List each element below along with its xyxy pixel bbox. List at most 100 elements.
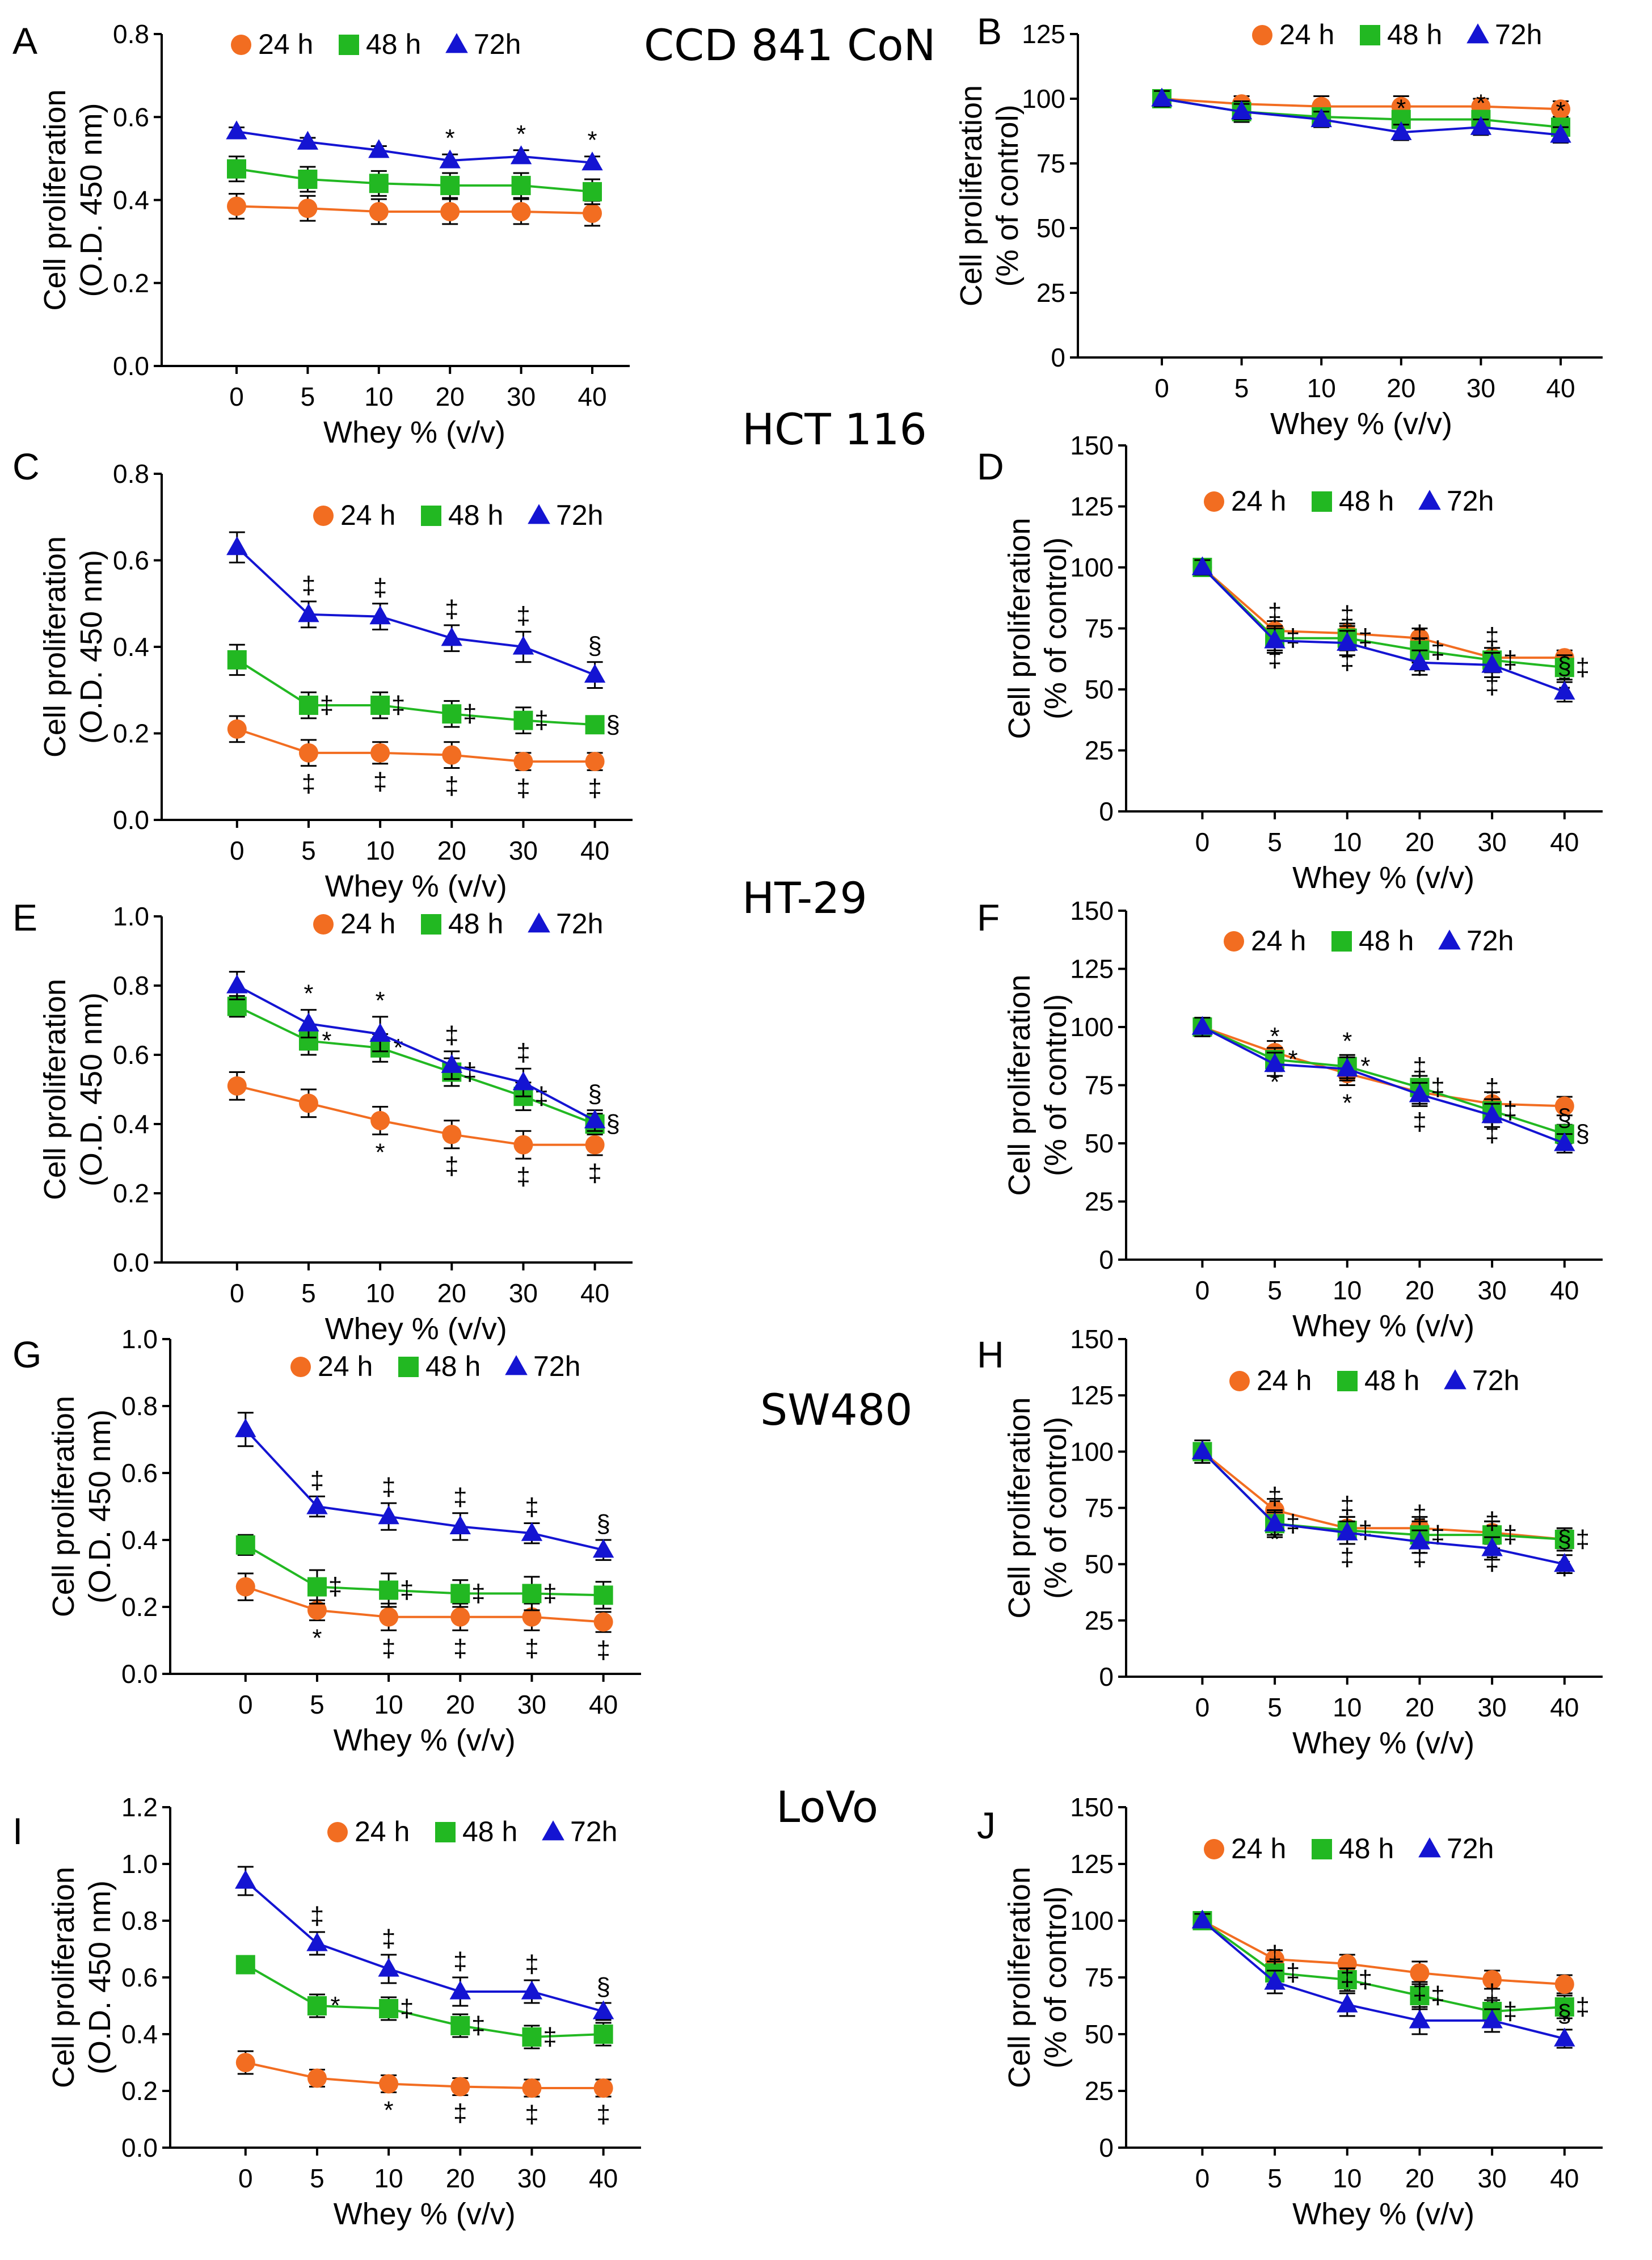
y-axis-label: Cell proliferation(O.D. 450 nm) bbox=[38, 536, 108, 757]
y-tick-label: 0.0 bbox=[121, 1659, 158, 1689]
y-tick-label: 25 bbox=[1085, 1187, 1114, 1217]
significance-mark: * bbox=[304, 980, 313, 1008]
legend-label: 24 h bbox=[340, 499, 395, 531]
y-tick-label: 25 bbox=[1085, 2076, 1114, 2106]
data-point bbox=[1191, 556, 1213, 575]
data-point bbox=[1310, 108, 1332, 128]
data-point bbox=[369, 1022, 391, 1042]
x-tick-label: 5 bbox=[1267, 1693, 1282, 1722]
data-point bbox=[298, 743, 318, 763]
significance-mark: ‡ bbox=[445, 1021, 458, 1049]
y-tick-label: 50 bbox=[1085, 675, 1114, 704]
significance-mark: * bbox=[322, 1027, 331, 1055]
y-axis-label-line: (O.D. 450 nm) bbox=[74, 550, 108, 744]
data-point bbox=[1554, 1997, 1574, 2017]
data-point bbox=[511, 175, 531, 195]
x-tick-label: 20 bbox=[1405, 827, 1434, 857]
data-point bbox=[298, 1093, 318, 1113]
y-axis-label-line: Cell proliferation bbox=[38, 536, 72, 757]
data-point bbox=[379, 1999, 399, 2018]
legend-marker-triangle bbox=[505, 1355, 528, 1375]
panel-letter: A bbox=[12, 20, 37, 62]
data-point bbox=[306, 1495, 328, 1514]
legend-label: 72h bbox=[1447, 1833, 1494, 1865]
series-line bbox=[236, 130, 593, 164]
significance-mark: ‡ bbox=[373, 574, 387, 601]
legend-label: 48 h bbox=[448, 908, 503, 940]
series-48h: ‡ ‡ ‡ ‡ § bbox=[227, 643, 620, 738]
y-axis-label-line: Cell proliferation bbox=[38, 979, 72, 1200]
data-point bbox=[1550, 124, 1571, 143]
y-tick-label: 0.0 bbox=[113, 805, 149, 835]
data-point bbox=[449, 1980, 471, 2000]
legend-marker-circle bbox=[231, 35, 251, 55]
panel-letter: H bbox=[977, 1333, 1004, 1375]
significance-mark: * bbox=[587, 127, 597, 154]
data-point bbox=[298, 1012, 319, 1032]
data-point bbox=[307, 2068, 327, 2088]
significance-mark: ‡ bbox=[1268, 1482, 1282, 1510]
x-axis-label: Whey % (v/v) bbox=[325, 869, 507, 903]
x-axis-label: Whey % (v/v) bbox=[1292, 861, 1474, 895]
legend-marker-circle bbox=[1204, 1839, 1224, 1859]
significance-mark: * bbox=[1270, 1022, 1280, 1050]
data-point bbox=[1554, 680, 1575, 700]
significance-mark: ‡ bbox=[1431, 636, 1444, 664]
data-point bbox=[592, 1539, 614, 1558]
legend-marker-triangle bbox=[542, 1820, 564, 1841]
x-tick-label: 5 bbox=[1267, 2164, 1282, 2193]
legend-marker-circle bbox=[290, 1357, 311, 1377]
data-point bbox=[442, 1125, 462, 1144]
data-point bbox=[369, 605, 391, 625]
y-tick-label: 0 bbox=[1099, 1245, 1114, 1274]
legend-marker-triangle bbox=[1466, 23, 1489, 44]
x-tick-label: 20 bbox=[1386, 373, 1415, 403]
legend-label: 24 h bbox=[1231, 485, 1286, 517]
significance-mark: ‡ bbox=[463, 700, 477, 727]
significance-mark: ‡ bbox=[453, 1483, 467, 1511]
data-point bbox=[450, 2016, 470, 2035]
series-72h: ‡ ‡ ‡ ‡ § bbox=[235, 1412, 614, 1561]
x-tick-label: 10 bbox=[1333, 2164, 1362, 2193]
y-tick-label: 0 bbox=[1099, 1662, 1114, 1691]
data-point bbox=[1470, 116, 1492, 135]
significance-mark: * bbox=[384, 2097, 394, 2124]
legend-label: 72h bbox=[556, 499, 603, 531]
y-axis-label-line: (% of control) bbox=[1039, 1886, 1073, 2068]
y-tick-label: 1.2 bbox=[121, 1792, 158, 1822]
x-axis-label: Whey % (v/v) bbox=[334, 1723, 516, 1757]
significance-mark: § bbox=[606, 710, 620, 738]
series-24h: * ‡ ‡ ‡ bbox=[227, 1071, 605, 1190]
y-tick-label: 75 bbox=[1036, 149, 1065, 178]
significance-mark: ‡ bbox=[1503, 1521, 1517, 1548]
y-tick-label: 0.0 bbox=[113, 351, 149, 381]
data-point bbox=[379, 2074, 399, 2094]
x-tick-label: 0 bbox=[230, 836, 245, 865]
significance-mark: ‡ bbox=[1413, 620, 1426, 648]
significance-mark: ‡ bbox=[400, 1576, 414, 1604]
y-tick-label: 125 bbox=[1070, 492, 1114, 521]
y-tick-label: 0 bbox=[1099, 797, 1114, 826]
y-tick-label: 75 bbox=[1085, 614, 1114, 643]
series-line bbox=[245, 1544, 604, 1597]
data-point bbox=[307, 1600, 327, 1620]
data-point bbox=[513, 1135, 533, 1155]
x-tick-label: 40 bbox=[1550, 827, 1579, 857]
y-axis-label-line: (O.D. 450 nm) bbox=[83, 1409, 117, 1604]
data-point bbox=[442, 745, 462, 765]
data-point bbox=[450, 2077, 470, 2097]
y-axis-label-line: Cell proliferation bbox=[38, 89, 72, 310]
x-tick-label: 5 bbox=[301, 382, 315, 411]
significance-mark: ‡ bbox=[1341, 1963, 1354, 1991]
x-axis-label: Whey % (v/v) bbox=[323, 415, 505, 449]
y-tick-label: 0.2 bbox=[121, 2076, 158, 2106]
data-point bbox=[1554, 1096, 1574, 1116]
significance-mark: * bbox=[1342, 1089, 1352, 1117]
series-72h: * * * bbox=[1151, 87, 1571, 144]
data-point bbox=[592, 2000, 614, 2019]
legend-label: 24 h bbox=[318, 1350, 373, 1382]
data-point bbox=[521, 1980, 543, 2000]
y-tick-label: 0.6 bbox=[113, 1040, 149, 1070]
x-axis-label: Whey % (v/v) bbox=[1292, 2197, 1474, 2231]
series-line bbox=[1202, 1026, 1565, 1135]
